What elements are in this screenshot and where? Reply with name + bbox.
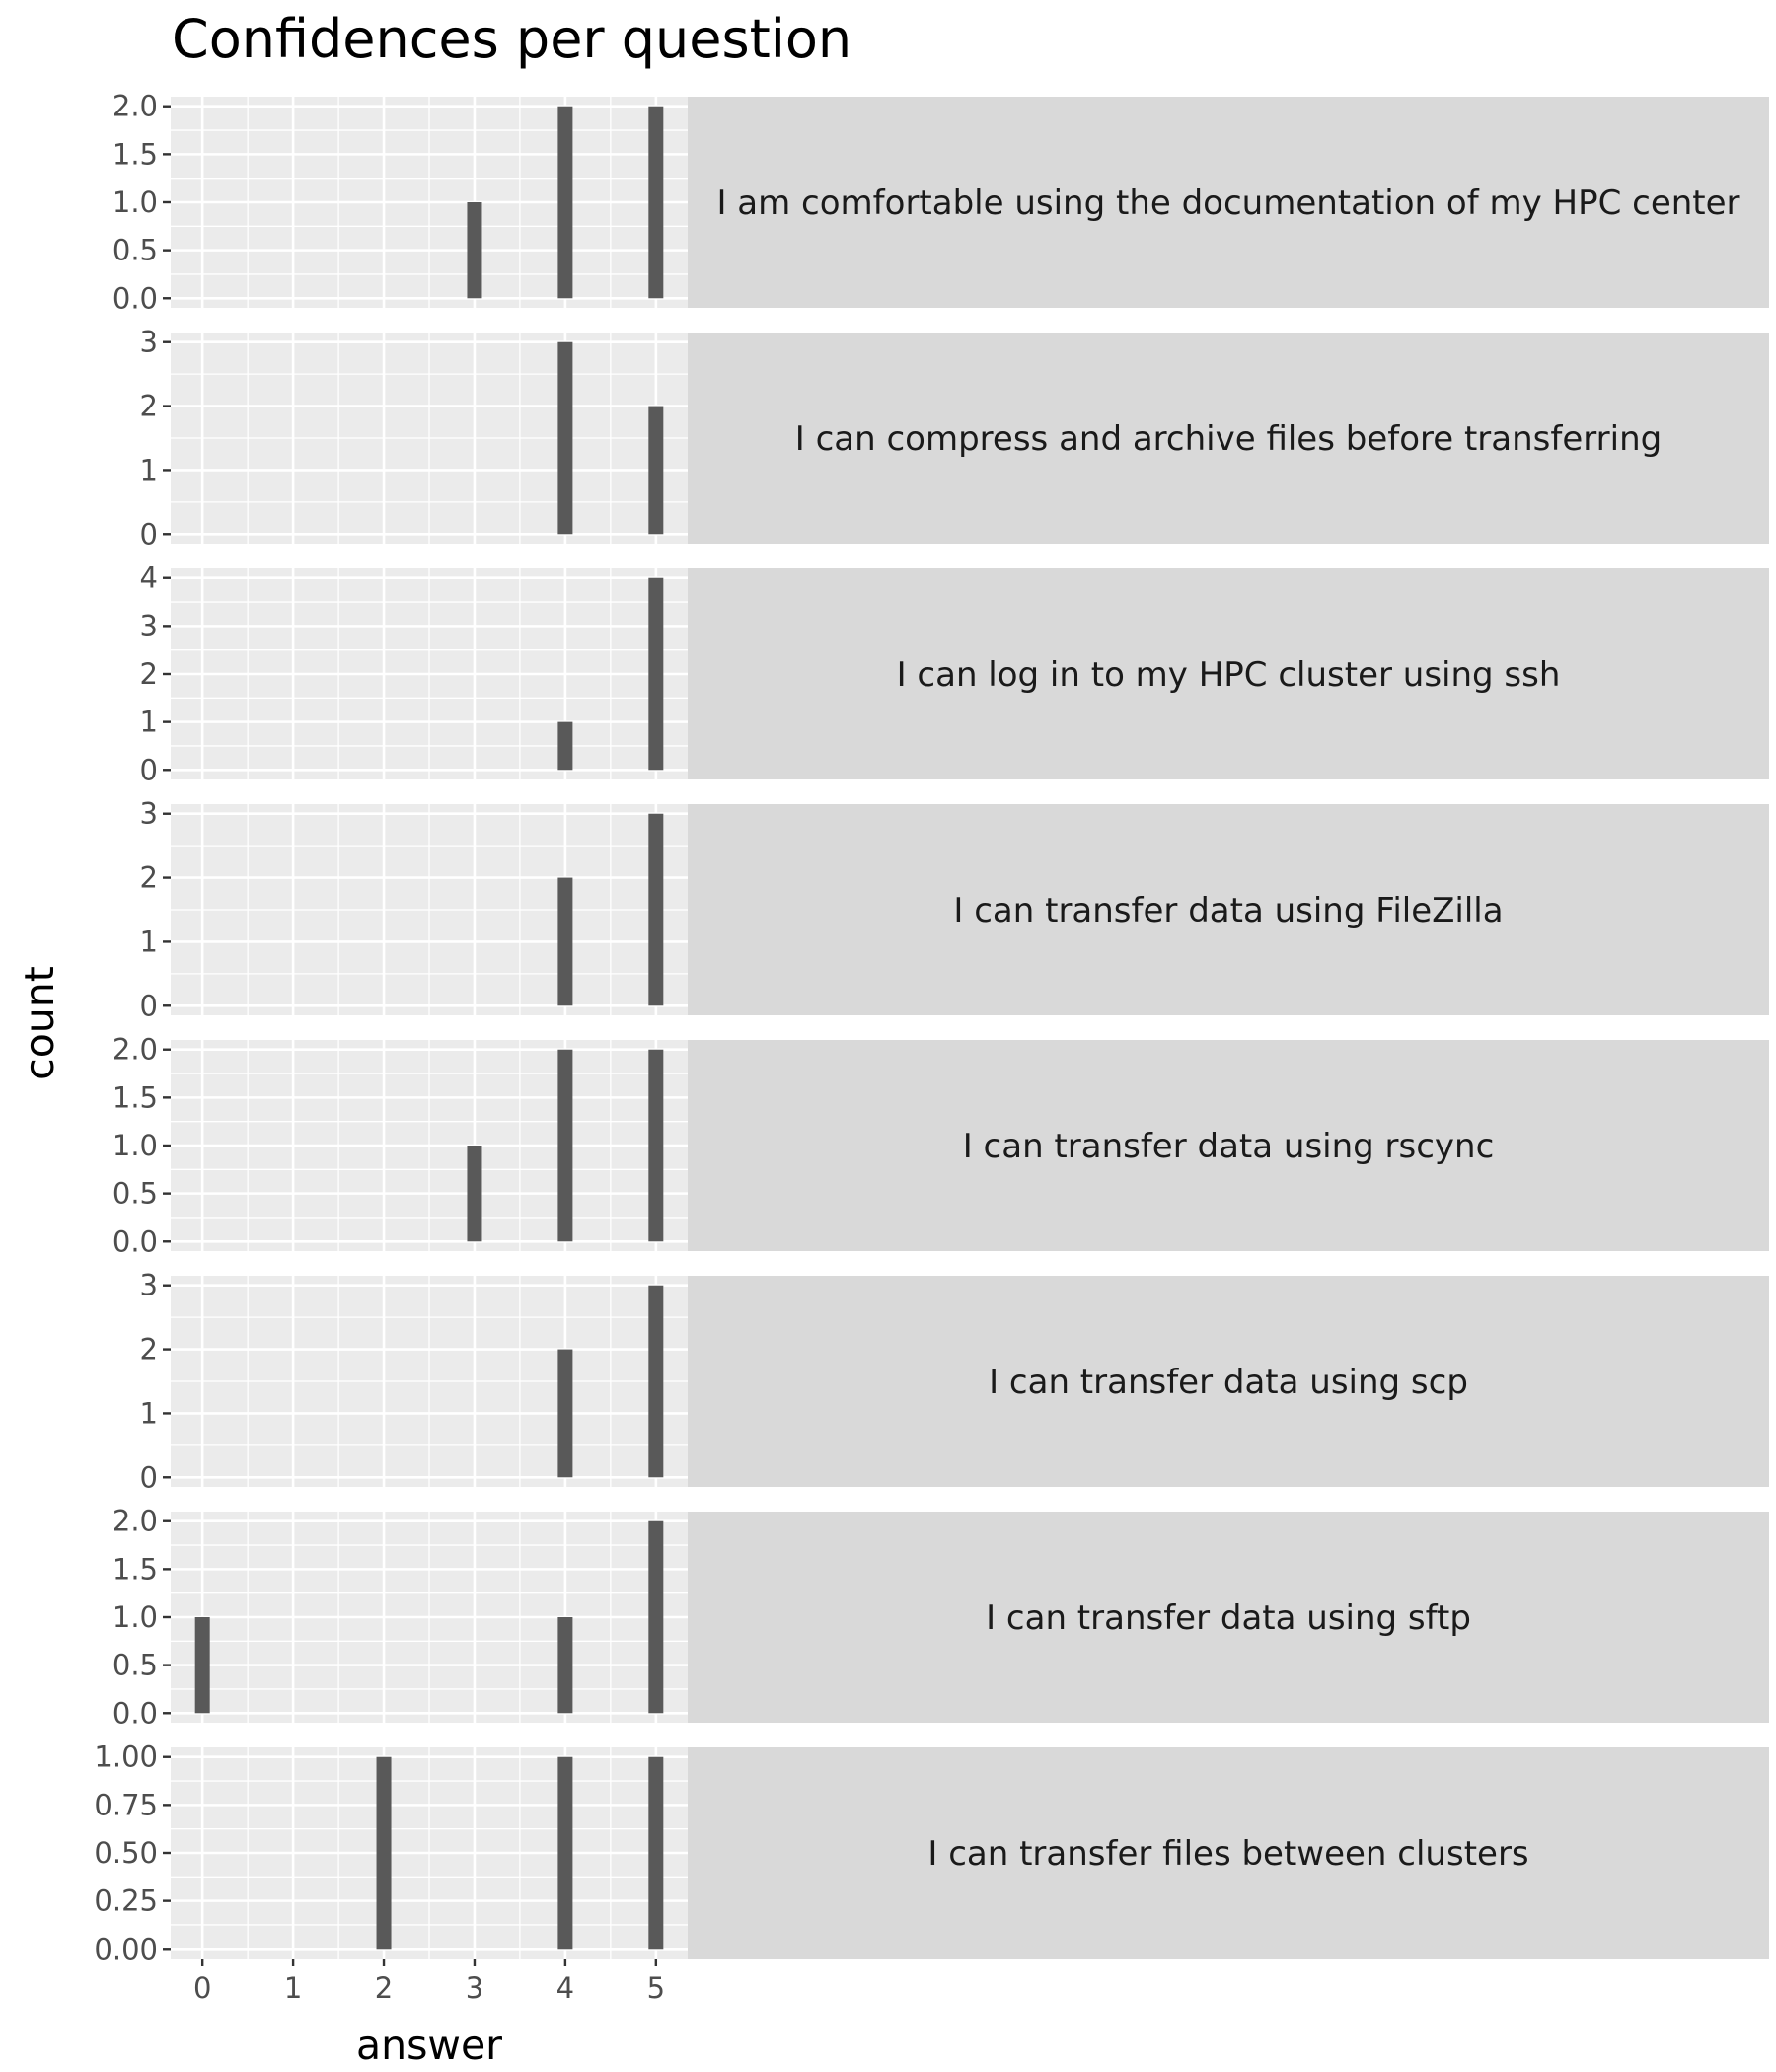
y-tick-label: 4 xyxy=(140,561,158,595)
facet-panel: 0.0 0.5 1.0 1.5 2.0 I can transfer data using… xyxy=(112,1505,1769,1730)
y-tick-label: 1.5 xyxy=(112,1080,158,1114)
y-tick-label: 0.0 xyxy=(112,1696,158,1730)
facet-panel: 0.0 0.5 1.0 1.5 2.0 I am comfortable using th… xyxy=(112,90,1769,315)
y-tick-label: 2 xyxy=(140,390,158,423)
bar xyxy=(467,202,482,299)
bar xyxy=(557,877,573,1006)
bar xyxy=(648,577,664,771)
y-tick-label: 0 xyxy=(140,1460,158,1494)
facet-strip-label: I can transfer data using scp xyxy=(989,1363,1468,1402)
x-axis-title: answer xyxy=(356,2022,502,2069)
y-tick-label: 1 xyxy=(140,705,158,739)
y-tick-label: 1.5 xyxy=(112,137,158,171)
y-tick-label: 3 xyxy=(140,326,158,359)
facet-strip xyxy=(688,804,1769,1015)
bar xyxy=(648,1285,664,1478)
bar xyxy=(648,813,664,1006)
x-axis: 0 1 2 3 4 5 xyxy=(193,1959,665,2005)
facet-panel: 0.0 0.5 1.0 1.5 2.0 I can transfer data using… xyxy=(112,1033,1769,1258)
facet-strip-label: I can log in to my HPC cluster using ssh xyxy=(897,655,1561,695)
y-tick-label: 2.0 xyxy=(112,1505,158,1538)
bar xyxy=(648,406,664,535)
x-tick-label: 1 xyxy=(284,1971,302,2005)
bar xyxy=(376,1756,392,1950)
bar xyxy=(557,721,573,771)
y-axis-title: count xyxy=(16,966,63,1080)
facet-strip xyxy=(688,97,1769,308)
facet-strip-label: I can transfer files between clusters xyxy=(927,1834,1528,1874)
chart-title: Confidences per question xyxy=(172,8,851,70)
y-tick-label: 1 xyxy=(140,1396,158,1430)
y-tick-label: 1.0 xyxy=(112,1600,158,1634)
x-tick-label: 5 xyxy=(647,1971,665,2005)
facet-panel: 0 1 2 3 I can compress and archive files bef… xyxy=(140,326,1769,551)
y-tick-label: 1.00 xyxy=(94,1740,158,1774)
facet-panel: 0.00 0.25 0.50 0.75 1.00 I can transfer files… xyxy=(94,1740,1769,1965)
facet-strip xyxy=(688,1276,1769,1487)
x-tick-label: 2 xyxy=(375,1971,393,2005)
y-tick-label: 2 xyxy=(140,861,158,895)
y-tick-label: 1.0 xyxy=(112,1129,158,1162)
bar xyxy=(648,1756,664,1950)
x-tick-label: 0 xyxy=(193,1971,211,2005)
y-tick-label: 3 xyxy=(140,797,158,831)
y-tick-label: 1.0 xyxy=(112,185,158,219)
facet-strip xyxy=(688,333,1769,544)
x-tick-label: 3 xyxy=(466,1971,483,2005)
bar xyxy=(648,1049,664,1242)
y-tick-label: 2.0 xyxy=(112,90,158,123)
y-tick-label: 0.0 xyxy=(112,1224,158,1258)
facet-strip xyxy=(688,568,1769,779)
facet-strip xyxy=(688,1512,1769,1723)
y-tick-label: 2 xyxy=(140,657,158,691)
y-tick-label: 0.5 xyxy=(112,234,158,267)
y-tick-label: 0.5 xyxy=(112,1649,158,1682)
bar xyxy=(557,1049,573,1242)
y-tick-label: 0 xyxy=(140,753,158,786)
y-tick-label: 0.75 xyxy=(94,1788,158,1821)
facet-panel: 0 1 2 3 4 I can log in to my HPC cluster usin… xyxy=(140,561,1769,786)
facet-panels: 0.0 0.5 1.0 1.5 2.0 I am comfortable using th… xyxy=(94,90,1769,1965)
y-tick-label: 0 xyxy=(140,989,158,1022)
y-tick-label: 1 xyxy=(140,925,158,958)
y-tick-label: 2 xyxy=(140,1333,158,1367)
facet-strip-label: I can compress and archive files before … xyxy=(795,419,1662,459)
y-tick-label: 1.5 xyxy=(112,1552,158,1586)
bar xyxy=(557,341,573,535)
bar xyxy=(467,1146,482,1242)
y-tick-label: 0.25 xyxy=(94,1885,158,1918)
bar xyxy=(194,1617,210,1714)
x-tick-label: 4 xyxy=(556,1971,574,2005)
facet-strip xyxy=(688,1747,1769,1959)
bar xyxy=(557,1349,573,1478)
y-tick-label: 0.00 xyxy=(94,1932,158,1965)
bar xyxy=(557,1756,573,1950)
y-tick-label: 0.50 xyxy=(94,1836,158,1870)
facet-panel: 0 1 2 3 I can transfer data using FileZilla xyxy=(140,797,1769,1022)
facet-strip xyxy=(688,1040,1769,1251)
bar xyxy=(557,1617,573,1714)
bar xyxy=(648,1520,664,1714)
bar xyxy=(648,106,664,299)
facet-strip-label: I can transfer data using rscync xyxy=(963,1127,1495,1166)
y-tick-label: 3 xyxy=(140,1269,158,1302)
y-tick-label: 1 xyxy=(140,453,158,486)
y-tick-label: 0 xyxy=(140,517,158,551)
facet-strip-label: I can transfer data using FileZilla xyxy=(953,891,1503,930)
facet-panel: 0 1 2 3 I can transfer data using scp xyxy=(140,1269,1769,1494)
facet-strip-label: I can transfer data using sftp xyxy=(986,1598,1471,1638)
y-tick-label: 3 xyxy=(140,609,158,642)
y-tick-label: 2.0 xyxy=(112,1033,158,1067)
facet-strip-label: I am comfortable using the documentation… xyxy=(716,184,1739,223)
bar xyxy=(557,106,573,299)
y-tick-label: 0.5 xyxy=(112,1177,158,1211)
y-tick-label: 0.0 xyxy=(112,281,158,315)
